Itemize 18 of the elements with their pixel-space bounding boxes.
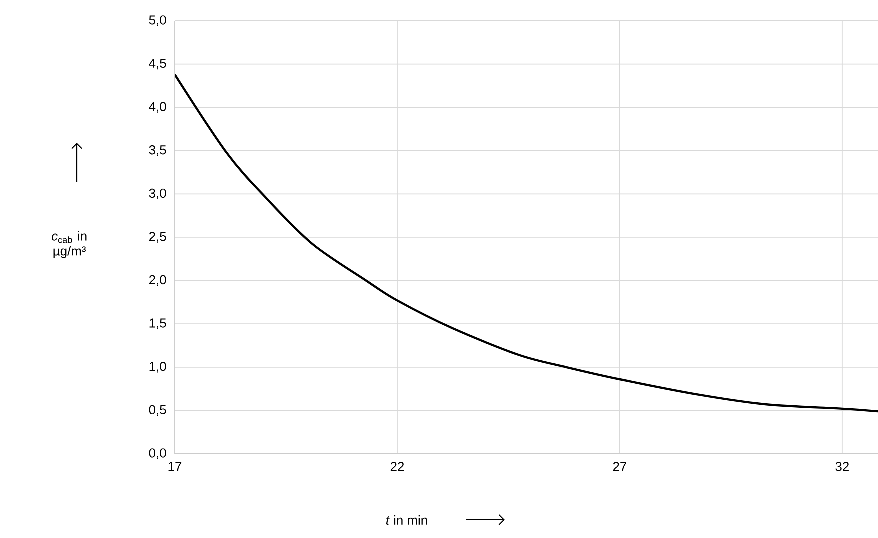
x-tick-label: 22 xyxy=(390,462,404,472)
y-tick-label: 4,0 xyxy=(149,102,166,113)
y-axis-title: c$_{cab}$ in µg/m³ xyxy=(52,231,87,258)
line-series xyxy=(175,74,878,413)
x-tick-label: 32 xyxy=(836,462,849,472)
y-tick-label: 2,0 xyxy=(149,275,166,286)
y-tick-label: 0,5 xyxy=(149,405,166,416)
y-tick-label: 3,5 xyxy=(149,146,166,156)
y-tick-label: 4,5 xyxy=(149,59,166,70)
x-tick-label: 17 xyxy=(168,462,182,472)
y-tick-label: 1,5 xyxy=(150,318,166,330)
y-tick-label: 5,0 xyxy=(149,16,166,26)
y-tick-label: 2,5 xyxy=(149,232,166,243)
y-tick-label: 0,0 xyxy=(149,448,166,460)
x-axis-title: t in min xyxy=(386,515,428,525)
x-tick-label: 27 xyxy=(613,462,626,472)
y-tick-label: 1,0 xyxy=(150,362,166,373)
y-tick-label: 3,0 xyxy=(149,188,166,200)
